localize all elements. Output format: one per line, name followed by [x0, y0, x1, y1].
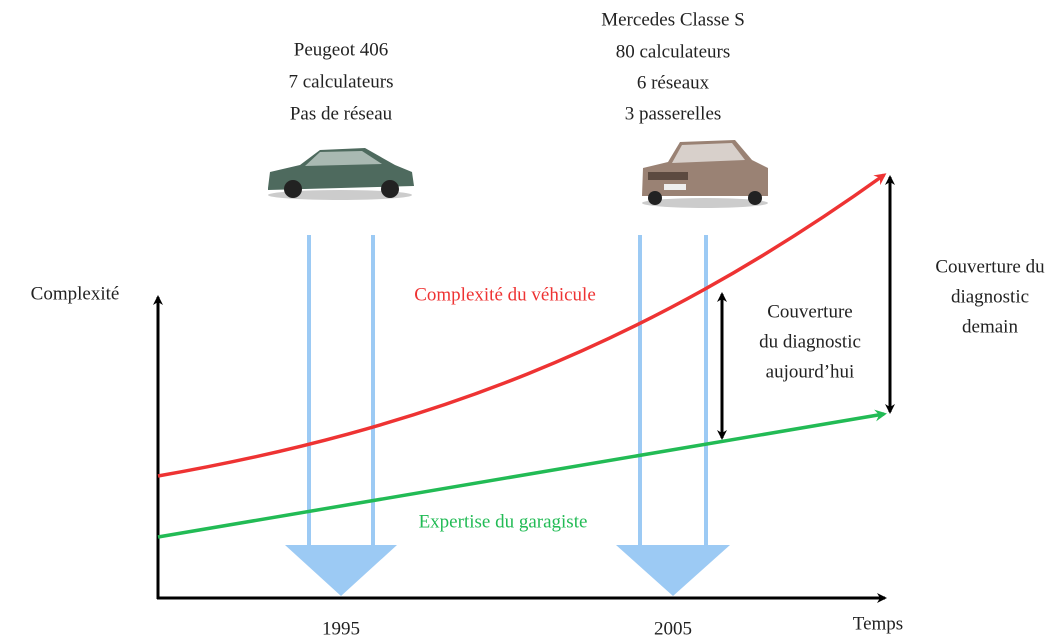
coverage-tomorrow-line: Couverture du [935, 256, 1045, 277]
coverage-tomorrow-line: diagnostic [951, 286, 1029, 307]
car-line: 7 calculateurs [289, 71, 394, 92]
x-axis-label: Temps [853, 613, 903, 634]
car-line: 3 passerelles [625, 103, 722, 124]
car-line: Peugeot 406 [294, 39, 388, 60]
coverage-today-line: du diagnostic [759, 331, 861, 352]
coverage-today-line: Couverture [767, 301, 852, 322]
coverage-tomorrow-line: demain [962, 316, 1018, 337]
y-axis-label: Complexité [31, 283, 120, 304]
diagram: Complexité Temps Peugeot 406 7 calculate… [0, 0, 1063, 637]
car-line: 6 réseaux [637, 72, 710, 93]
car-line: Mercedes Classe S [601, 9, 745, 30]
year-label: 2005 [654, 618, 692, 637]
car-line: 80 calculateurs [616, 41, 730, 62]
car-mercedes-image [642, 140, 768, 208]
car-peugeot-image [268, 148, 414, 200]
car-line: Pas de réseau [290, 103, 393, 124]
year-label: 1995 [322, 618, 360, 637]
garage-curve-label: Expertise du garagiste [419, 511, 588, 532]
page: Complexité Temps Peugeot 406 7 calculate… [0, 0, 1063, 637]
coverage-today-line: aujourd’hui [766, 361, 855, 382]
vehicle-curve-label: Complexité du véhicule [414, 284, 596, 305]
time-arrow-2005 [616, 235, 730, 596]
time-arrow-1995 [285, 235, 397, 596]
